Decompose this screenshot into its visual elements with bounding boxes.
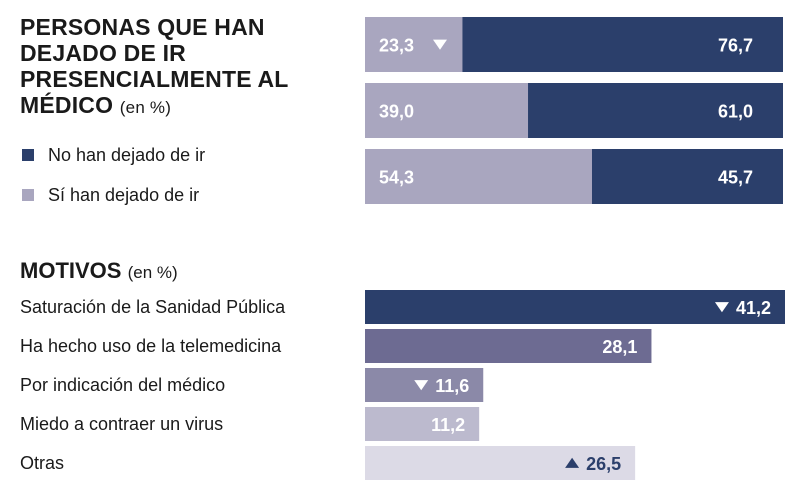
motivo-bar	[365, 407, 480, 441]
category-label: Otras	[20, 453, 65, 473]
motivo-bar	[365, 290, 785, 324]
motivo-value-label: 11,2	[431, 415, 465, 435]
chart-title-text: PERSONAS QUE HAN DEJADO DE IR PRESENCIAL…	[20, 14, 289, 118]
motivo-bar	[365, 446, 636, 480]
bar-segment-si	[365, 149, 592, 204]
motivo-value-label: 26,5	[586, 454, 621, 474]
chart-title: PERSONAS QUE HAN DEJADO DE IR PRESENCIAL…	[20, 14, 350, 121]
motivos-title: MOTIVOS (en %)	[20, 258, 178, 284]
motivo-value-label: 28,1	[602, 337, 637, 357]
trend-up-icon	[565, 457, 580, 468]
bar-label-si: 23,3	[379, 36, 414, 56]
bar-segment-si	[365, 83, 529, 138]
motivo-bar-row: 11,6	[365, 368, 484, 402]
motivo-bar-row: 11,2	[365, 407, 480, 441]
bar-segment-si	[365, 17, 463, 72]
category-label: Ha hecho uso de la telemedicina	[20, 336, 282, 356]
trend-down-icon	[714, 302, 729, 313]
motivo-bar-row: 28,1	[365, 329, 652, 363]
trend-down-icon	[433, 39, 447, 50]
category-label: Por indicación del médico	[20, 375, 226, 395]
legend-item-no: No han dejado de ir	[22, 142, 205, 168]
bar-label-no: 76,7	[718, 36, 753, 56]
legend-label-no: No han dejado de ir	[48, 144, 206, 165]
motivo-bar-row: 26,5	[365, 446, 636, 480]
bar-label-si: 54,3	[379, 168, 414, 188]
chart-title-unit: (en %)	[119, 98, 172, 117]
stacked-bar-row: 39,0 61,0	[365, 83, 783, 138]
legend-item-si: Sí han dejado de ir	[22, 182, 205, 208]
bar-segment-no	[528, 83, 783, 138]
bar-segment-no	[591, 149, 783, 204]
motivos-category-labels: Saturación de la Sanidad Pública Ha hecho…	[20, 288, 285, 483]
motivo-bar	[365, 329, 652, 363]
motivos-title-text: MOTIVOS	[20, 258, 122, 283]
stacked-bar-chart: 23,3 76,7 39,0 61,0 54,3 45,7	[365, 17, 783, 204]
motivos-title-unit: (en %)	[127, 263, 178, 282]
category-label: Saturación de la Sanidad Pública	[20, 297, 286, 317]
motivo-value-label: 41,2	[736, 298, 771, 318]
legend-swatch-no	[22, 149, 34, 161]
legend-label-si: Sí han dejado de ir	[48, 184, 200, 205]
bar-label-no: 61,0	[718, 102, 753, 122]
motivo-value-label: 11,6	[435, 376, 469, 396]
stacked-bar-row: 54,3 45,7	[365, 149, 783, 204]
trend-down-icon	[414, 380, 429, 391]
bar-segment-no	[462, 17, 783, 72]
category-label: Miedo a contraer un virus	[20, 414, 224, 434]
legend-swatch-si	[22, 189, 34, 201]
motivo-bar-row: 41,2	[365, 290, 785, 324]
motivos-bar-chart: 41,2 28,1 11,6 11,2 26,5	[365, 290, 785, 480]
stacked-bar-row: 23,3 76,7	[365, 17, 783, 72]
legend: No han dejado de ir Sí han dejado de ir	[22, 142, 205, 222]
bar-label-si: 39,0	[379, 102, 414, 122]
bar-label-no: 45,7	[718, 168, 753, 188]
